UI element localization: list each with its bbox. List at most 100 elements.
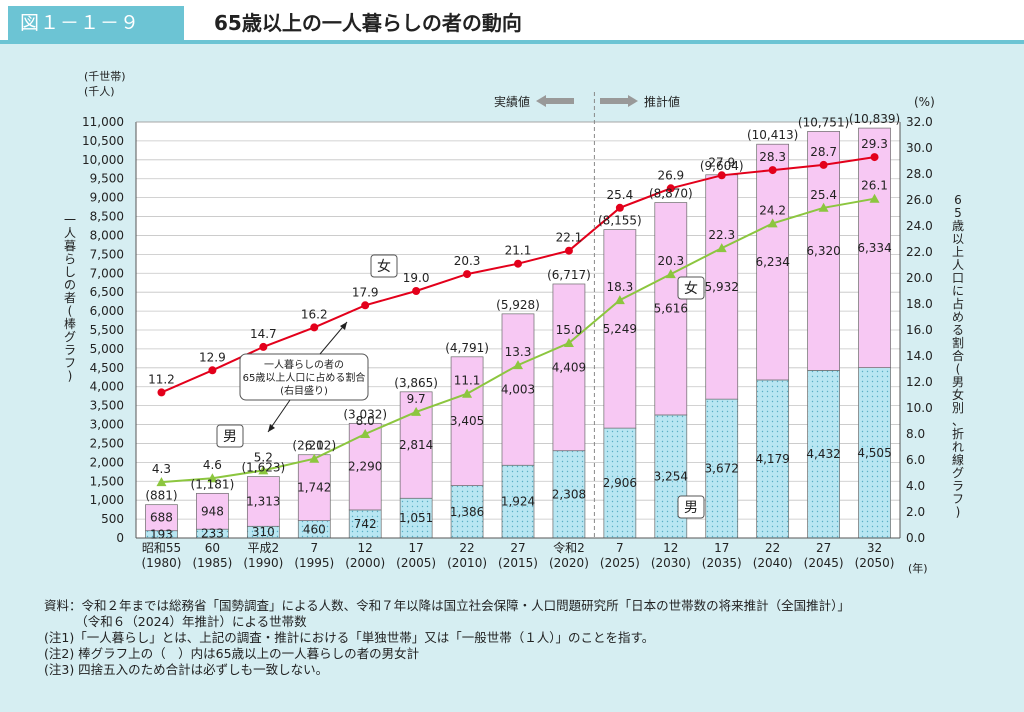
y-tick-label: 7,000: [90, 266, 124, 280]
female-ratio-label: 27.9: [708, 155, 735, 169]
point-female: [615, 203, 624, 212]
bar-female: [501, 313, 535, 466]
bar-male-label: 3,254: [654, 469, 688, 483]
bar-total-label: (8,155): [598, 214, 642, 228]
bar-male: [501, 464, 535, 539]
y-tick-label: 2,500: [90, 436, 124, 450]
point-female: [819, 160, 828, 169]
point-male: [462, 388, 473, 398]
x-tick-year: (2000): [345, 556, 385, 570]
bar-female: [450, 356, 484, 486]
y-tick-label: 4,000: [90, 380, 124, 394]
female-ratio-label: 12.9: [199, 350, 226, 364]
bar-male: [603, 427, 637, 539]
male-tag-bar: 男: [684, 500, 698, 516]
bar-total-label: (10,839): [849, 112, 900, 126]
y2-tick-label: 26.0: [906, 193, 933, 207]
y-tick-label: 3,500: [90, 399, 124, 413]
point-male: [411, 406, 422, 416]
x-tick-year: (2010): [447, 556, 487, 570]
point-male: [360, 429, 371, 438]
callout-text: 一人暮らしの者の: [264, 358, 344, 371]
point-female: [310, 323, 319, 332]
female-ratio-label: 16.2: [301, 307, 328, 321]
y2-tick-label: 14.0: [906, 349, 933, 363]
bar-male: [858, 367, 891, 539]
x-tick-year: (1995): [294, 556, 334, 570]
bar-female: [603, 229, 637, 429]
y2-tick-label: 4.0: [906, 479, 925, 493]
bar-male: [756, 379, 790, 539]
x-tick-label: 60: [205, 541, 220, 555]
y2-tick-label: 10.0: [906, 401, 933, 415]
bar-female-label: 5,249: [603, 322, 637, 336]
note-1: (注1)「一人暮らし」とは、上記の調査・推計における「単独世帯」又は「一般世帯（…: [44, 630, 655, 645]
y2-tick-label: 22.0: [906, 245, 933, 259]
y-tick-label: 2,000: [90, 455, 124, 469]
bar-female: [858, 127, 891, 368]
bar-female: [297, 454, 331, 521]
note-source: 資料：令和２年までは総務省「国勢調査」による人数、令和７年以降は国立社会保障・人…: [44, 598, 850, 613]
point-female: [514, 259, 522, 268]
x-tick-year: (2050): [855, 556, 895, 570]
x-tick-label: 7: [616, 541, 624, 555]
right-unit: (%): [914, 95, 935, 109]
bar-female: [756, 143, 790, 381]
male-ratio-label: 11.1: [454, 374, 481, 388]
male-ratio-label: 4.3: [152, 462, 171, 476]
point-male: [869, 193, 880, 203]
x-tick-year: (1980): [142, 556, 182, 570]
bar-male: [705, 398, 739, 539]
x-tick-label: 17: [408, 541, 423, 555]
figure-title: 65歳以上の一人暮らしの者の動向: [214, 11, 522, 35]
y2-tick-label: 6.0: [906, 453, 925, 467]
x-tick-label: 令和2: [553, 540, 585, 555]
point-male: [513, 360, 523, 370]
point-female: [463, 270, 472, 279]
female-ratio-label: 17.9: [352, 285, 379, 299]
bar-female-label: 1,313: [246, 494, 280, 508]
bar-male-label: 233: [201, 527, 224, 541]
female-tag-bar-box: [677, 276, 705, 300]
point-male: [716, 243, 727, 253]
female-ratio-label: 20.3: [454, 254, 481, 268]
bar-male-label: 4,179: [755, 452, 789, 466]
callout-box: [239, 353, 369, 401]
bar-total-label: (9,604): [700, 159, 744, 173]
bar-male-label: 3,672: [705, 462, 739, 476]
x-tick-year: (2035): [702, 556, 742, 570]
point-male: [258, 465, 269, 475]
bar-male: [552, 450, 586, 539]
bar-female-label: 4,003: [501, 383, 535, 397]
male-ratio-label: 22.3: [708, 228, 735, 242]
x-tick-label: 12: [663, 541, 678, 555]
point-male: [156, 477, 167, 487]
male-tag-line-box: [216, 424, 244, 448]
male-tag-bar-box: [677, 495, 705, 519]
bar-male-label: 310: [252, 525, 275, 539]
y2-tick-label: 32.0: [906, 115, 933, 129]
female-ratio-label: 14.7: [250, 327, 277, 341]
y-tick-label: 3,000: [90, 418, 124, 432]
y-tick-label: 9,500: [90, 172, 124, 186]
y-tick-label: 6,500: [90, 285, 124, 299]
figure-number: 図１－１－９: [8, 6, 184, 40]
note-3: (注3) 四捨五入のため合計は必ずしも一致しない。: [44, 662, 329, 677]
bar-male: [450, 485, 484, 539]
y-tick-label: 5,000: [90, 342, 124, 356]
female-ratio-label: 11.2: [148, 372, 175, 386]
y-tick-label: 10,000: [82, 153, 124, 167]
y2-tick-label: 16.0: [906, 323, 933, 337]
y2-tick-label: 18.0: [906, 297, 933, 311]
x-tick-year: (2005): [396, 556, 436, 570]
actual-label: 実績値: [494, 94, 530, 109]
y-tick-label: 7,500: [90, 247, 124, 261]
note-source-cont: （令和６（2024）年推計）による世帯数: [44, 614, 307, 629]
male-ratio-label: 13.3: [505, 345, 532, 359]
y2-tick-label: 0.0: [906, 531, 925, 545]
bar-total-label: (5,928): [496, 298, 540, 312]
bar-female-label: 948: [201, 504, 224, 518]
male-ratio-label: 18.3: [607, 280, 634, 294]
bar-female-label: 2,290: [348, 460, 382, 474]
female-tag-bar: 女: [684, 280, 698, 297]
